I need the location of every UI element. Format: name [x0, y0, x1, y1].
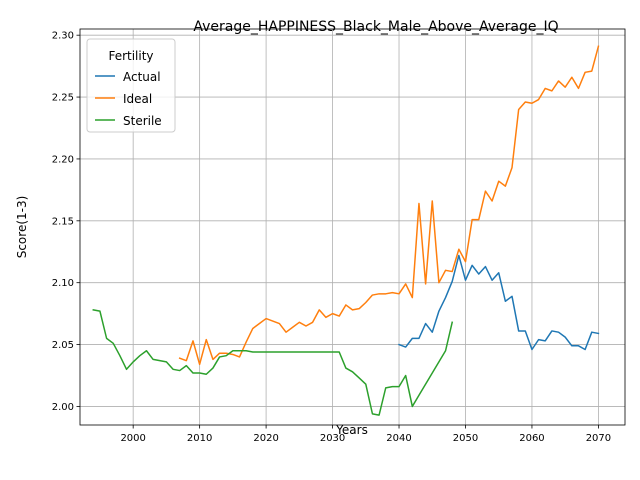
- x-tick-label: 2030: [320, 433, 345, 444]
- legend: Fertility Actual Ideal Sterile: [86, 38, 176, 133]
- legend-box: [86, 38, 176, 133]
- x-axis-label: Years: [335, 423, 368, 437]
- y-tick-label: 2.15: [52, 216, 74, 227]
- x-tick-label: 2070: [586, 433, 611, 444]
- series-line-actual: [398, 254, 600, 351]
- x-tick-label: 2060: [519, 433, 544, 444]
- x-tick-label: 2000: [120, 433, 145, 444]
- x-axis: 2000 2010 2020 2030 2040 2050 2060 2070: [120, 425, 611, 444]
- y-tick-label: 2.10: [52, 278, 74, 289]
- y-tick-label: 2.00: [52, 402, 74, 413]
- y-tick-label: 2.20: [52, 154, 74, 165]
- plot-area-frame: [79, 28, 626, 426]
- legend-label-ideal: Ideal: [123, 92, 152, 106]
- grid: [80, 29, 625, 425]
- y-axis-label: Score(1-3): [15, 196, 29, 259]
- x-tick-label: 2010: [187, 433, 212, 444]
- legend-label-sterile: Sterile: [123, 114, 162, 128]
- y-tick-label: 2.05: [52, 340, 74, 351]
- x-tick-label: 2050: [453, 433, 478, 444]
- y-tick-label: 2.30: [52, 31, 74, 42]
- x-tick-label: 2040: [386, 433, 411, 444]
- series-line-sterile: [92, 309, 454, 416]
- y-tick-label: 2.25: [52, 93, 74, 104]
- series-line-ideal: [178, 45, 600, 366]
- legend-label-actual: Actual: [123, 70, 161, 84]
- chart-title: Average_HAPPINESS_Black_Male_Above_Avera…: [193, 19, 558, 35]
- x-tick-label: 2020: [253, 433, 278, 444]
- series-lines: [92, 45, 600, 416]
- legend-title: Fertility: [108, 49, 153, 63]
- y-axis: 2.00 2.05 2.10 2.15 2.20 2.25 2.30: [52, 31, 80, 413]
